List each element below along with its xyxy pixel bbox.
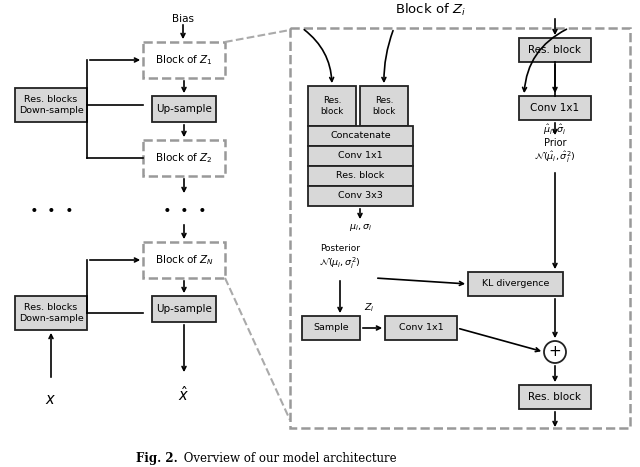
Text: Res. block: Res. block — [337, 171, 385, 181]
Text: $\hat{\mu}_i,\hat{\sigma}_i$: $\hat{\mu}_i,\hat{\sigma}_i$ — [543, 122, 566, 137]
Bar — [15, 88, 87, 122]
Bar — [308, 146, 413, 166]
Bar — [290, 28, 630, 428]
Bar — [308, 186, 413, 206]
Text: Block of $Z_2$: Block of $Z_2$ — [155, 151, 213, 165]
Text: $\mathcal{N}(\mu_i,\sigma_i^2)$: $\mathcal{N}(\mu_i,\sigma_i^2)$ — [319, 256, 361, 271]
Text: Res. block: Res. block — [529, 392, 582, 402]
Bar — [143, 140, 225, 176]
Circle shape — [544, 341, 566, 363]
Text: Concatenate: Concatenate — [330, 132, 391, 141]
Text: Overview of our model architecture: Overview of our model architecture — [180, 452, 397, 465]
Bar — [385, 316, 457, 340]
Bar — [308, 126, 413, 146]
Bar — [152, 96, 216, 122]
Bar — [143, 42, 225, 78]
Text: Up-sample: Up-sample — [156, 104, 212, 114]
Text: Res.
block: Res. block — [372, 96, 396, 116]
Text: Fig. 2.: Fig. 2. — [136, 452, 178, 465]
Text: $\bullet$  $\bullet$  $\bullet$: $\bullet$ $\bullet$ $\bullet$ — [163, 203, 205, 217]
Text: Res. blocks
Down-sample: Res. blocks Down-sample — [19, 95, 83, 115]
Bar — [519, 38, 591, 62]
Text: $\hat{x}$: $\hat{x}$ — [179, 385, 189, 404]
Text: Res. block: Res. block — [529, 45, 582, 55]
Text: Prior: Prior — [544, 138, 566, 148]
Text: Bias: Bias — [172, 14, 194, 24]
Text: $x$: $x$ — [45, 392, 56, 407]
Bar — [308, 166, 413, 186]
Bar — [152, 296, 216, 322]
Text: Sample: Sample — [313, 324, 349, 333]
Text: Conv 1x1: Conv 1x1 — [531, 103, 580, 113]
Text: $\mu_i, \sigma_i$: $\mu_i, \sigma_i$ — [349, 222, 371, 233]
Text: Res.
block: Res. block — [321, 96, 344, 116]
Text: Block of $Z_N$: Block of $Z_N$ — [154, 253, 214, 267]
Text: +: + — [548, 345, 561, 360]
Text: Block of $Z_i$: Block of $Z_i$ — [395, 2, 465, 18]
Text: $Z_i$: $Z_i$ — [364, 302, 374, 314]
Bar — [302, 316, 360, 340]
Bar — [143, 242, 225, 278]
Bar — [15, 296, 87, 330]
Bar — [468, 272, 563, 296]
Bar — [360, 86, 408, 126]
Text: Res. blocks
Down-sample: Res. blocks Down-sample — [19, 303, 83, 323]
Text: Conv 3x3: Conv 3x3 — [338, 191, 383, 200]
Text: Conv 1x1: Conv 1x1 — [338, 151, 383, 161]
Text: Block of $Z_1$: Block of $Z_1$ — [155, 53, 213, 67]
Text: KL divergence: KL divergence — [482, 280, 549, 289]
Text: Conv 1x1: Conv 1x1 — [399, 324, 444, 333]
Bar — [519, 96, 591, 120]
Bar — [519, 385, 591, 409]
Text: Up-sample: Up-sample — [156, 304, 212, 314]
Text: $\bullet$  $\bullet$  $\bullet$: $\bullet$ $\bullet$ $\bullet$ — [29, 203, 73, 217]
Text: Posterior: Posterior — [320, 244, 360, 253]
Bar — [308, 86, 356, 126]
Text: $\mathcal{N}(\hat{\mu}_i,\hat{\sigma}_i^2)$: $\mathcal{N}(\hat{\mu}_i,\hat{\sigma}_i^… — [534, 150, 576, 165]
